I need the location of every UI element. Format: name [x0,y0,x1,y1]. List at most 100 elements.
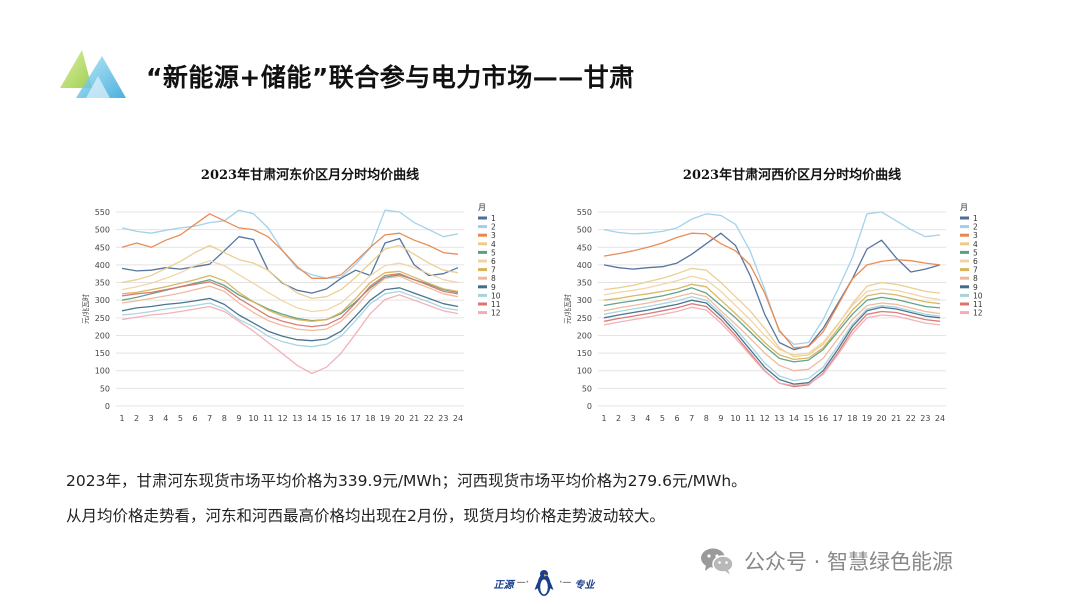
summary-line-1: 2023年，甘肃河东现货市场平均价格为339.9元/MWh；河西现货市场平均价格… [66,472,747,490]
chart-title-hedong: 2023年甘肃河东价区月分时均价曲线 [200,168,420,183]
x-tick-label: 24 [453,414,463,423]
legend-label: 3 [973,231,978,240]
x-tick-label: 9 [236,414,241,423]
legend-label: 6 [973,257,978,266]
hexi-series-8 [603,292,941,372]
hedong-series-8 [121,275,459,332]
x-tick-label: 23 [920,414,930,423]
y-tick-label: 100 [95,367,110,376]
x-tick-label: 18 [365,414,375,423]
legend-label: 8 [973,274,978,283]
x-tick-label: 10 [730,414,740,423]
penguin-icon [534,570,554,596]
legend-label: 9 [491,283,496,292]
legend-label: 1 [973,214,978,223]
y-tick-label: 500 [95,226,110,235]
hedong-series-10 [121,290,459,348]
y-tick-label: 400 [95,261,110,270]
footer-divider: —· [516,578,529,588]
x-tick-label: 3 [631,414,636,423]
legend-label: 2 [973,223,978,232]
x-tick-label: 1 [601,414,606,423]
y-tick-label: 250 [95,314,110,323]
x-tick-label: 17 [351,414,361,423]
x-tick-label: 6 [192,414,197,423]
legend-label: 7 [491,266,496,275]
legend-label: 9 [973,283,978,292]
slide-logo-icon [60,50,126,98]
hedong-series-11 [121,273,459,328]
hedong-series-1 [121,236,459,294]
y-axis-label: 元/兆瓦时 [81,294,90,324]
x-tick-label: 14 [307,414,317,423]
y-tick-label: 50 [100,384,110,393]
y-tick-label: 100 [577,367,592,376]
legend-label: 7 [973,266,978,275]
x-tick-label: 20 [394,414,404,423]
watermark-text: 公众号 · 智慧绿色能源 [744,550,954,574]
legend-label: 4 [973,240,978,249]
wechat-watermark: 公众号 · 智慧绿色能源 [700,546,953,576]
y-tick-label: 150 [577,349,592,358]
x-tick-label: 17 [833,414,843,423]
y-tick-label: 550 [577,208,592,217]
x-tick-label: 24 [935,414,945,423]
x-tick-label: 2 [616,414,621,423]
x-tick-label: 19 [380,414,390,423]
hexi-series-4 [603,267,941,358]
y-tick-label: 450 [95,243,110,252]
y-tick-label: 0 [105,402,110,411]
legend-label: 6 [491,257,496,266]
x-tick-label: 22 [906,414,916,423]
summary-line-2: 从月均价格走势看，河东和河西最高价格均出现在2月份，现货月均价格走势波动较大。 [66,507,665,525]
y-tick-label: 150 [95,349,110,358]
legend-label: 11 [973,300,983,309]
x-tick-label: 23 [438,414,448,423]
footer-divider: ·— [559,578,572,588]
hexi-series-2 [603,211,941,345]
legend-label: 5 [491,248,496,257]
legend-label: 12 [973,309,983,318]
hexi-series-3 [603,232,941,349]
y-tick-label: 300 [577,296,592,305]
legend-title: 月 [478,203,486,212]
hedong-series-12 [121,294,459,375]
footer-right-text: 专业 [574,579,595,591]
legend-title: 月 [960,203,968,212]
y-tick-label: 200 [577,331,592,340]
x-tick-label: 15 [803,414,813,423]
legend-label: 4 [491,240,496,249]
wechat-icon [701,548,734,575]
x-tick-label: 2 [134,414,139,423]
y-tick-label: 550 [95,208,110,217]
y-tick-label: 250 [577,314,592,323]
legend-label: 10 [973,291,983,300]
x-tick-label: 7 [689,414,694,423]
x-tick-label: 8 [222,414,227,423]
x-tick-label: 22 [424,414,434,423]
hedong-series-6 [121,260,459,313]
y-tick-label: 500 [577,226,592,235]
legend-label: 10 [491,291,501,300]
x-tick-label: 16 [336,414,346,423]
legend-label: 8 [491,274,496,283]
y-tick-label: 200 [95,331,110,340]
x-tick-label: 19 [862,414,872,423]
x-tick-label: 8 [704,414,709,423]
hexi-series-12 [603,306,941,387]
x-tick-label: 20 [876,414,886,423]
x-tick-label: 3 [149,414,154,423]
x-tick-label: 11 [263,414,273,423]
x-tick-label: 4 [645,414,650,423]
x-tick-label: 6 [674,414,679,423]
y-axis-label: 元/兆瓦时 [563,294,572,324]
y-tick-label: 350 [577,279,592,288]
y-tick-label: 300 [95,296,110,305]
x-tick-label: 5 [660,414,665,423]
legend-label: 12 [491,309,501,318]
legend-label: 2 [491,223,496,232]
x-tick-label: 12 [278,414,288,423]
legend-label: 1 [491,214,496,223]
x-tick-label: 15 [321,414,331,423]
